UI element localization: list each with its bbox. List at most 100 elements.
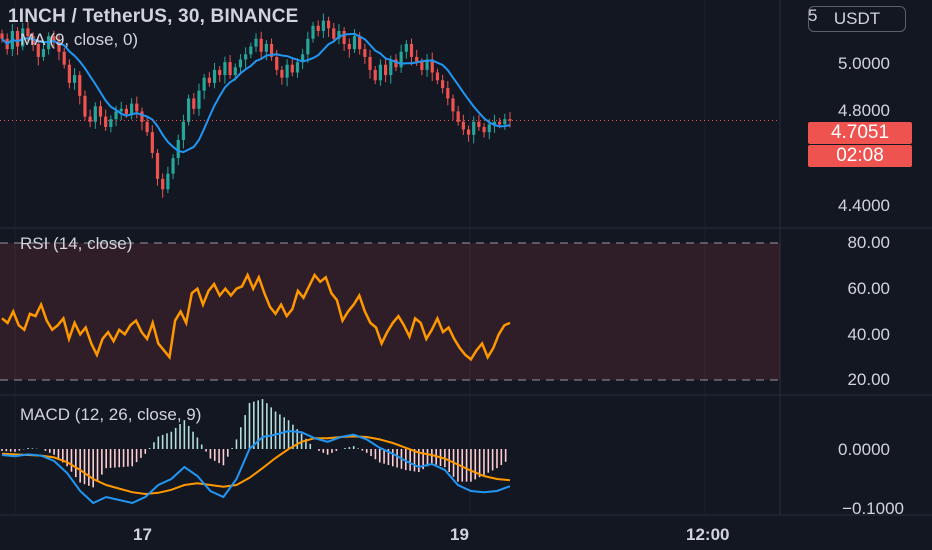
candle-body bbox=[435, 72, 440, 81]
candle-body bbox=[15, 30, 20, 47]
candle-body bbox=[187, 98, 191, 122]
candle-body bbox=[383, 64, 388, 76]
candle-body bbox=[140, 111, 144, 122]
price-axis-tick: 4.4000 bbox=[838, 196, 890, 215]
macd-study-label[interactable]: MACD (12, 26, close, 9) bbox=[20, 405, 202, 424]
bar-countdown-tag: 02:08 bbox=[808, 145, 912, 167]
candle-body bbox=[290, 64, 294, 73]
candle-body bbox=[425, 59, 429, 70]
price-axis-tick: 4.8000 bbox=[838, 101, 890, 120]
candle-body bbox=[254, 38, 258, 47]
rsi-study-label[interactable]: RSI (14, close) bbox=[20, 234, 133, 253]
candle-body bbox=[451, 98, 455, 112]
candle-body bbox=[176, 139, 180, 159]
rsi-axis-tick: 20.00 bbox=[847, 370, 890, 389]
candle-body bbox=[321, 20, 325, 31]
candle-body bbox=[404, 43, 408, 52]
candle-body bbox=[508, 119, 512, 121]
candle-body bbox=[249, 46, 253, 55]
candle-body bbox=[114, 111, 118, 120]
macd-axis-tick: −0.1000 bbox=[842, 499, 904, 518]
candle-body bbox=[166, 173, 170, 190]
candle-body bbox=[62, 51, 66, 65]
price-axis-partial-tick: 5 bbox=[808, 6, 818, 25]
candle-body bbox=[456, 111, 460, 122]
candle-body bbox=[269, 43, 274, 57]
candle-body bbox=[280, 69, 284, 78]
currency-button[interactable]: USDT bbox=[808, 6, 906, 32]
candle-body bbox=[129, 103, 134, 114]
candle-body bbox=[207, 77, 211, 83]
candle-body bbox=[88, 116, 92, 122]
candle-body bbox=[301, 54, 305, 63]
candle-body bbox=[275, 56, 279, 70]
candle-body bbox=[171, 158, 175, 174]
candle-body bbox=[420, 62, 424, 70]
candle-body bbox=[394, 59, 398, 68]
macd-axis-tick: 0.0000 bbox=[838, 440, 890, 459]
candle-body bbox=[378, 64, 383, 81]
candle-body bbox=[487, 124, 491, 133]
candle-body bbox=[477, 121, 481, 127]
candle-body bbox=[135, 103, 139, 112]
rsi-band bbox=[0, 243, 780, 380]
candle-body bbox=[472, 121, 476, 135]
candle-body bbox=[67, 64, 71, 83]
candle-body bbox=[347, 43, 351, 50]
candle-body bbox=[482, 126, 486, 133]
candle-body bbox=[430, 59, 434, 73]
last-price-tag: 4.7051 bbox=[808, 122, 912, 144]
candle-body bbox=[461, 121, 465, 130]
ma-line bbox=[1, 32, 511, 154]
candle-body bbox=[233, 67, 237, 76]
candle-body bbox=[93, 106, 97, 122]
macd-signal-line bbox=[1, 435, 511, 496]
candle-body bbox=[264, 43, 268, 52]
candle-body bbox=[124, 108, 129, 114]
candle-body bbox=[373, 69, 377, 81]
candle-body bbox=[78, 75, 82, 96]
candle-body bbox=[57, 41, 61, 52]
candle-body bbox=[259, 38, 263, 52]
candle-body bbox=[466, 129, 471, 135]
macd-line bbox=[1, 429, 511, 505]
candle-body bbox=[238, 59, 243, 68]
time-axis-label: 12:00 bbox=[686, 525, 730, 544]
candle-body bbox=[244, 54, 248, 60]
candle-body bbox=[368, 56, 372, 70]
candle-body bbox=[212, 69, 217, 83]
candle-body bbox=[36, 43, 40, 57]
candle-body bbox=[358, 36, 362, 50]
candle-body bbox=[104, 116, 108, 127]
ma-study-label[interactable]: MA (9, close, 0) bbox=[20, 30, 139, 49]
candle-body bbox=[192, 98, 196, 109]
rsi-axis-tick: 60.00 bbox=[847, 279, 890, 298]
time-axis-label: 19 bbox=[450, 525, 469, 544]
candle-body bbox=[498, 121, 502, 125]
candle-body bbox=[72, 75, 77, 83]
candle-body bbox=[363, 49, 367, 57]
candle-body bbox=[26, 28, 30, 37]
candle-body bbox=[119, 108, 123, 112]
candle-body bbox=[389, 59, 393, 76]
candle-body bbox=[109, 119, 113, 127]
candle-body bbox=[161, 178, 165, 190]
candle-body bbox=[415, 56, 419, 63]
candle-body bbox=[150, 132, 154, 153]
candle-body bbox=[41, 49, 46, 57]
candle-body bbox=[295, 62, 300, 73]
candle-body bbox=[52, 36, 56, 42]
candle-body bbox=[155, 152, 160, 179]
candle-body bbox=[98, 106, 103, 117]
candle-body bbox=[311, 25, 315, 39]
candle-body bbox=[197, 90, 201, 109]
candle-body bbox=[145, 121, 149, 133]
candle-body bbox=[285, 64, 289, 78]
rsi-axis-tick: 80.00 bbox=[847, 233, 890, 252]
candle-body bbox=[503, 119, 507, 125]
candle-body bbox=[0, 33, 4, 39]
candle-body bbox=[342, 30, 346, 44]
candle-body bbox=[306, 38, 310, 55]
symbol-title[interactable]: 1INCH / TetherUS, 30, BINANCE bbox=[8, 6, 299, 27]
